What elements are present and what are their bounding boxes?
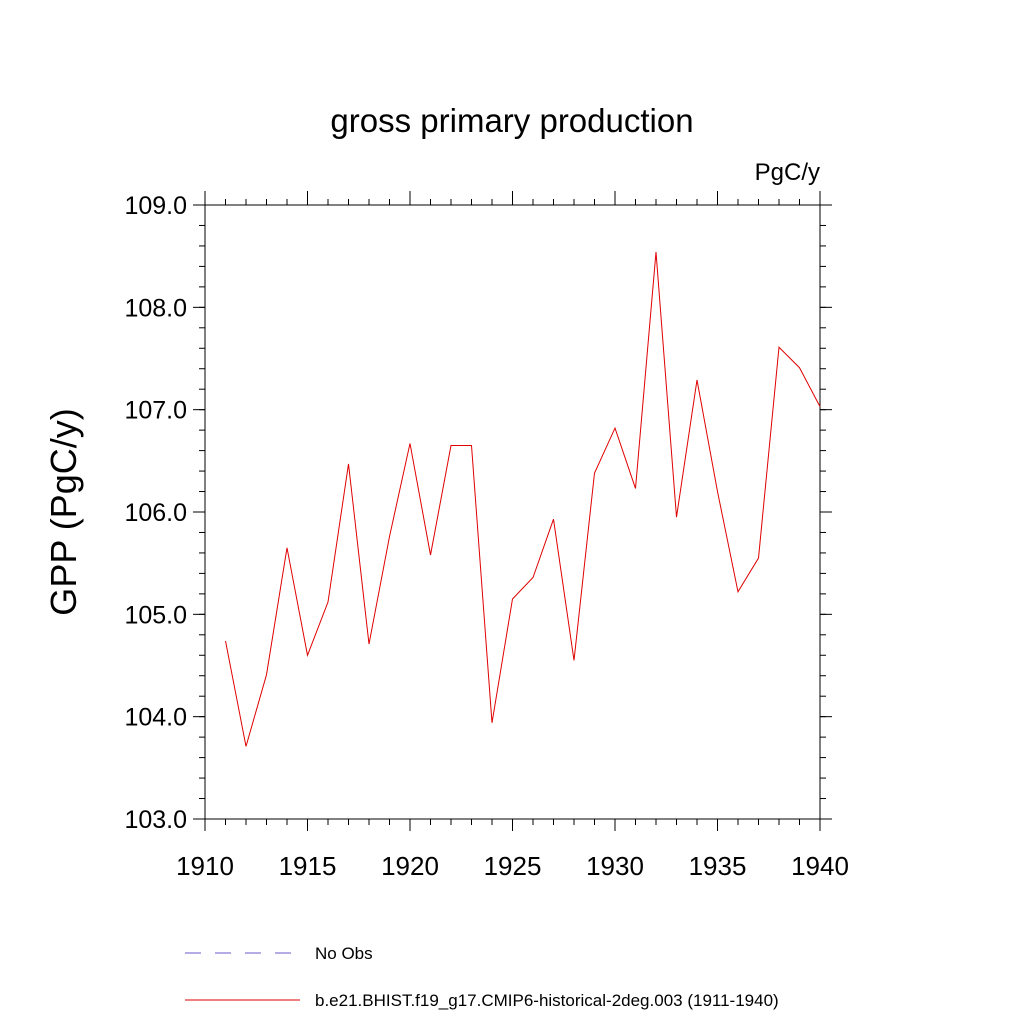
series-lines	[225, 252, 821, 747]
units-label: PgC/y	[755, 159, 820, 186]
axis-ticks	[193, 191, 832, 831]
y-tick-label: 107.0	[124, 397, 187, 425]
y-tick-label: 106.0	[124, 499, 187, 527]
y-tick-label: 109.0	[124, 192, 187, 220]
x-tick-labels: 1910 1915 1920 1925 1930 1935 1940	[176, 851, 849, 881]
legend: No Obs b.e21.BHIST.f19_g17.CMIP6-histori…	[185, 944, 779, 1010]
plot-frame	[204, 204, 821, 820]
chart-title: gross primary production	[330, 102, 693, 139]
y-tick-label: 104.0	[124, 704, 187, 732]
y-axis-label: GPP (PgC/y)	[43, 408, 84, 615]
x-tick-label: 1930	[586, 851, 644, 881]
legend-label-model: b.e21.BHIST.f19_g17.CMIP6-historical-2de…	[315, 991, 779, 1010]
y-tick-labels: 103.0 104.0 105.0 106.0 107.0 108.0 109.0	[124, 192, 187, 834]
x-tick-label: 1910	[176, 851, 234, 881]
legend-label-no-obs: No Obs	[315, 944, 373, 963]
y-tick-label: 103.0	[124, 806, 187, 834]
y-tick-label: 105.0	[124, 601, 187, 629]
x-tick-label: 1940	[791, 851, 849, 881]
series-line-0	[225, 252, 821, 747]
y-tick-label: 108.0	[124, 294, 187, 322]
x-tick-label: 1925	[484, 851, 542, 881]
x-tick-label: 1935	[689, 851, 747, 881]
x-tick-label: 1915	[279, 851, 337, 881]
x-tick-label: 1920	[381, 851, 439, 881]
